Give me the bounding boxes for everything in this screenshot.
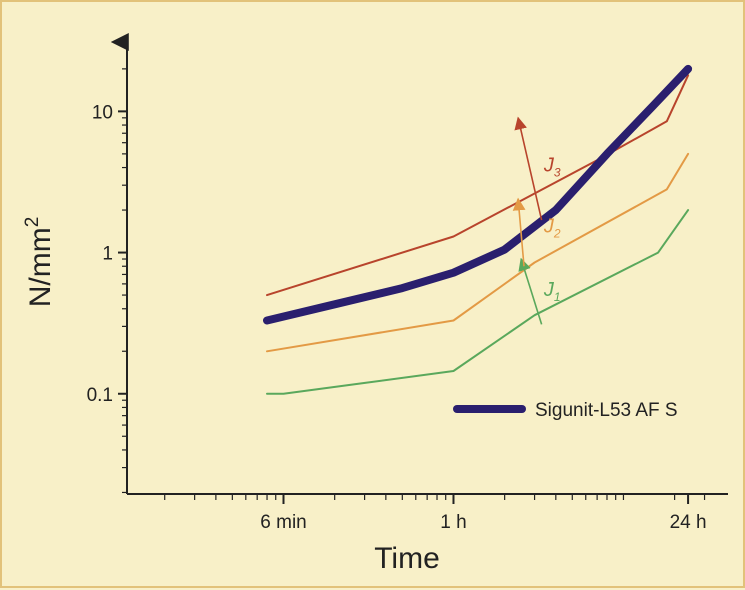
axis-ticks: 0.1 1 10 6 min 1 h 24 h bbox=[87, 43, 707, 533]
annotations: J1 J2 J3 bbox=[512, 116, 561, 325]
annotation-arrow-j1 bbox=[518, 257, 543, 325]
axes bbox=[110, 33, 728, 495]
y-axis-title: N/mm2 bbox=[22, 217, 57, 308]
annotation-label-j1: J1 bbox=[543, 279, 561, 304]
legend: Sigunit-L53 AF S bbox=[453, 400, 678, 421]
x-tick-label: 24 h bbox=[670, 512, 707, 533]
y-tick-label: 1 bbox=[102, 244, 113, 265]
series-lines bbox=[263, 64, 693, 395]
x-tick-label: 1 h bbox=[440, 512, 466, 533]
legend-label: Sigunit-L53 AF S bbox=[535, 400, 678, 421]
annotation-subscript: 3 bbox=[554, 166, 561, 180]
annotation-label-j3: J3 bbox=[543, 155, 561, 180]
annotation-subscript: 2 bbox=[553, 227, 561, 241]
y-tick-label: 0.1 bbox=[87, 385, 113, 406]
annotation-arrow-j2 bbox=[512, 197, 526, 267]
annotation-label-j2: J2 bbox=[543, 216, 561, 241]
series-sigunit-line bbox=[263, 64, 693, 325]
annotation-arrow-j3 bbox=[514, 116, 543, 221]
x-axis-title: Time bbox=[374, 542, 440, 575]
annotation-subscript: 1 bbox=[554, 290, 561, 304]
x-tick-label: 6 min bbox=[260, 512, 306, 533]
series-j1-line bbox=[266, 209, 690, 395]
series-j2-line bbox=[266, 152, 690, 353]
y-tick-label: 10 bbox=[92, 102, 113, 123]
